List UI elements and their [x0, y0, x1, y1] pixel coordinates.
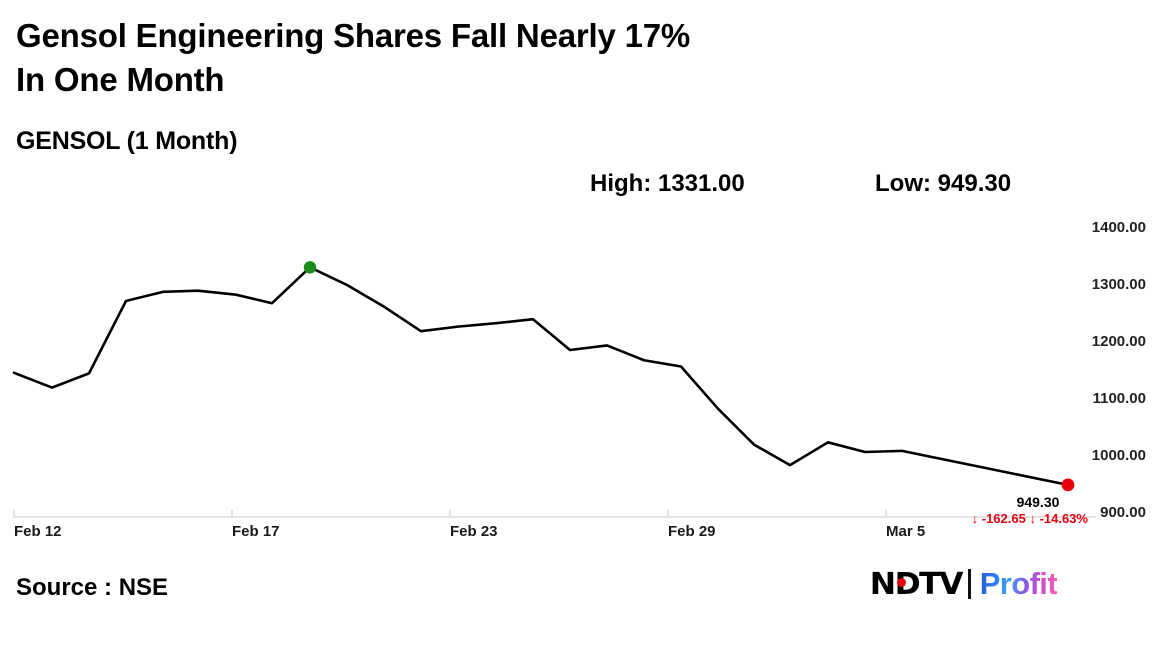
ndtv-red-dot-icon	[897, 578, 906, 587]
ndtv-wordmark: NDTV	[869, 566, 964, 602]
x-axis-tick-label: Mar 5	[886, 523, 926, 540]
x-axis-tick-label: Feb 29	[668, 523, 716, 540]
x-axis-tick-label: Feb 12	[14, 523, 62, 540]
y-axis-tick-label: 1000.00	[1091, 447, 1146, 464]
last-price-label: 949.30	[1016, 493, 1060, 510]
headline: Gensol Engineering Shares Fall Nearly 17…	[16, 14, 1016, 102]
ndtv-profit-logo: NDTV Profit	[869, 565, 1058, 603]
headline-line-2: In One Month	[16, 60, 225, 98]
y-axis-tick-label: 1400.00	[1091, 219, 1146, 236]
y-axis-tick-label: 1300.00	[1091, 276, 1146, 293]
source-label: Source : NSE	[16, 574, 169, 601]
last-point-marker	[1061, 478, 1075, 492]
y-axis-tick-label: 900.00	[1100, 504, 1146, 521]
high-low-row: High: 1331.00 Low: 949.30	[590, 170, 1070, 200]
price-line	[12, 266, 1070, 487]
price-line-chart	[0, 205, 1152, 530]
y-axis-tick-label: 1200.00	[1091, 333, 1146, 350]
chart-subtitle: GENSOL (1 Month)	[16, 127, 238, 155]
x-axis-tick-label: Feb 17	[232, 523, 280, 540]
chart-svg	[12, 261, 1096, 518]
high-value-label: High: 1331.00	[590, 170, 745, 197]
logo-divider	[967, 569, 971, 599]
headline-line-1: Gensol Engineering Shares Fall Nearly 17…	[16, 17, 691, 54]
high-point-marker	[303, 261, 317, 274]
y-axis-tick-label: 1100.00	[1092, 390, 1146, 407]
profit-wordmark: Profit	[979, 566, 1058, 601]
x-axis-tick-label: Feb 23	[450, 523, 498, 540]
low-value-label: Low: 949.30	[875, 170, 1012, 197]
price-change-label: ↓ -162.65 ↓ -14.63%	[971, 510, 1088, 526]
